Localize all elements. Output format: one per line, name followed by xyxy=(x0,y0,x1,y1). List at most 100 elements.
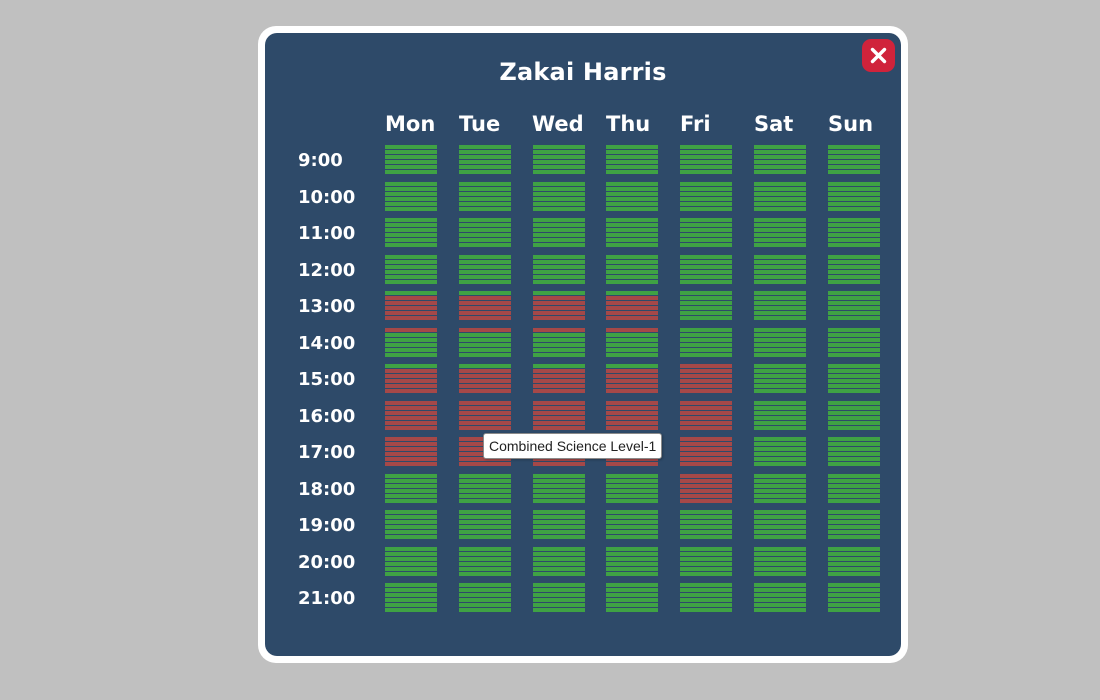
slot-sat-1700[interactable] xyxy=(754,437,806,468)
slot-segment xyxy=(385,567,437,571)
slot-mon-1700[interactable] xyxy=(385,437,437,468)
slot-mon-1100[interactable] xyxy=(385,218,437,249)
slot-segment xyxy=(680,598,732,602)
slot-sun-1100[interactable] xyxy=(828,218,880,249)
slot-tue-1200[interactable] xyxy=(459,255,511,286)
slot-sun-900[interactable] xyxy=(828,145,880,176)
slot-wed-1900[interactable] xyxy=(533,510,585,541)
slot-mon-900[interactable] xyxy=(385,145,437,176)
slot-wed-1100[interactable] xyxy=(533,218,585,249)
slot-fri-1900[interactable] xyxy=(680,510,732,541)
slot-segment xyxy=(533,562,585,566)
slot-segment xyxy=(754,494,806,498)
slot-tue-1400[interactable] xyxy=(459,328,511,359)
slot-thu-1200[interactable] xyxy=(606,255,658,286)
slot-wed-1000[interactable] xyxy=(533,182,585,213)
slot-tue-1900[interactable] xyxy=(459,510,511,541)
slot-thu-2100[interactable] xyxy=(606,583,658,614)
slot-sat-1600[interactable] xyxy=(754,401,806,432)
slot-fri-900[interactable] xyxy=(680,145,732,176)
slot-fri-2000[interactable] xyxy=(680,547,732,578)
slot-segment xyxy=(606,316,658,320)
close-button[interactable] xyxy=(862,39,895,72)
slot-sun-1900[interactable] xyxy=(828,510,880,541)
slot-wed-1500[interactable] xyxy=(533,364,585,395)
slot-sat-1500[interactable] xyxy=(754,364,806,395)
slot-wed-900[interactable] xyxy=(533,145,585,176)
slot-tue-1000[interactable] xyxy=(459,182,511,213)
slot-tue-1500[interactable] xyxy=(459,364,511,395)
slot-thu-1100[interactable] xyxy=(606,218,658,249)
slot-sun-1200[interactable] xyxy=(828,255,880,286)
slot-sat-1300[interactable] xyxy=(754,291,806,322)
slot-mon-1400[interactable] xyxy=(385,328,437,359)
slot-segment xyxy=(459,525,511,529)
slot-wed-1600[interactable] xyxy=(533,401,585,432)
slot-tue-1100[interactable] xyxy=(459,218,511,249)
slot-thu-1900[interactable] xyxy=(606,510,658,541)
slot-fri-1300[interactable] xyxy=(680,291,732,322)
slot-segment xyxy=(385,552,437,556)
slot-segment xyxy=(459,572,511,576)
slot-fri-1200[interactable] xyxy=(680,255,732,286)
slot-fri-1800[interactable] xyxy=(680,474,732,505)
slot-sun-2000[interactable] xyxy=(828,547,880,578)
slot-sun-1400[interactable] xyxy=(828,328,880,359)
slot-sat-1100[interactable] xyxy=(754,218,806,249)
slot-mon-1200[interactable] xyxy=(385,255,437,286)
slot-tue-1600[interactable] xyxy=(459,401,511,432)
slot-sat-2000[interactable] xyxy=(754,547,806,578)
slot-wed-1300[interactable] xyxy=(533,291,585,322)
slot-thu-1400[interactable] xyxy=(606,328,658,359)
slot-fri-1000[interactable] xyxy=(680,182,732,213)
slot-sun-1600[interactable] xyxy=(828,401,880,432)
slot-wed-2100[interactable] xyxy=(533,583,585,614)
slot-mon-1300[interactable] xyxy=(385,291,437,322)
slot-sun-1000[interactable] xyxy=(828,182,880,213)
slot-tue-2000[interactable] xyxy=(459,547,511,578)
slot-thu-900[interactable] xyxy=(606,145,658,176)
slot-fri-1100[interactable] xyxy=(680,218,732,249)
slot-fri-1500[interactable] xyxy=(680,364,732,395)
slot-sat-1900[interactable] xyxy=(754,510,806,541)
slot-sat-1200[interactable] xyxy=(754,255,806,286)
slot-fri-1400[interactable] xyxy=(680,328,732,359)
slot-sat-900[interactable] xyxy=(754,145,806,176)
slot-thu-1500[interactable] xyxy=(606,364,658,395)
slot-sun-1300[interactable] xyxy=(828,291,880,322)
slot-sun-1800[interactable] xyxy=(828,474,880,505)
slot-mon-2100[interactable] xyxy=(385,583,437,614)
slot-thu-1600[interactable] xyxy=(606,401,658,432)
slot-fri-1600[interactable] xyxy=(680,401,732,432)
slot-tue-900[interactable] xyxy=(459,145,511,176)
slot-mon-1800[interactable] xyxy=(385,474,437,505)
slot-wed-1200[interactable] xyxy=(533,255,585,286)
slot-mon-2000[interactable] xyxy=(385,547,437,578)
slot-sun-1500[interactable] xyxy=(828,364,880,395)
slot-tue-2100[interactable] xyxy=(459,583,511,614)
slot-segment xyxy=(533,165,585,169)
slot-sat-2100[interactable] xyxy=(754,583,806,614)
slot-mon-1500[interactable] xyxy=(385,364,437,395)
slot-segment xyxy=(385,479,437,483)
slot-mon-1600[interactable] xyxy=(385,401,437,432)
slot-thu-1000[interactable] xyxy=(606,182,658,213)
slot-tue-1800[interactable] xyxy=(459,474,511,505)
slot-sat-1800[interactable] xyxy=(754,474,806,505)
slot-thu-1300[interactable] xyxy=(606,291,658,322)
slot-sat-1400[interactable] xyxy=(754,328,806,359)
slot-tue-1300[interactable] xyxy=(459,291,511,322)
slot-fri-2100[interactable] xyxy=(680,583,732,614)
slot-wed-2000[interactable] xyxy=(533,547,585,578)
slot-mon-1000[interactable] xyxy=(385,182,437,213)
slot-thu-2000[interactable] xyxy=(606,547,658,578)
slot-sun-1700[interactable] xyxy=(828,437,880,468)
slot-thu-1800[interactable] xyxy=(606,474,658,505)
slot-segment xyxy=(385,296,437,300)
slot-sat-1000[interactable] xyxy=(754,182,806,213)
slot-wed-1800[interactable] xyxy=(533,474,585,505)
slot-sun-2100[interactable] xyxy=(828,583,880,614)
slot-fri-1700[interactable] xyxy=(680,437,732,468)
slot-mon-1900[interactable] xyxy=(385,510,437,541)
slot-wed-1400[interactable] xyxy=(533,328,585,359)
